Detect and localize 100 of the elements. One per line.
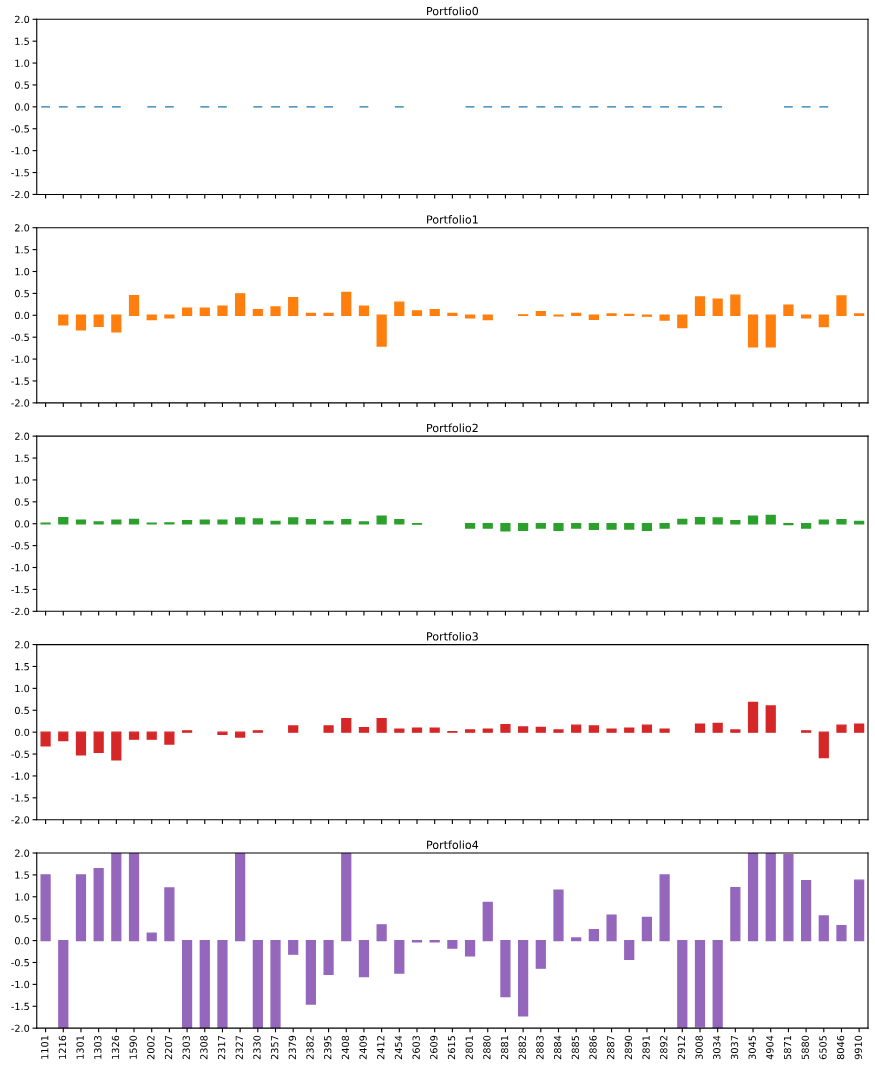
bar [500,523,511,532]
x-tick-label: 2615 [447,1035,456,1060]
bar [164,887,175,942]
bar [164,731,175,745]
bar [217,519,228,525]
y-tick-label: -1.5 [11,377,29,385]
bar [305,519,317,525]
bar [164,314,175,319]
bar [553,523,564,531]
y-tick-label: -1.0 [11,980,30,989]
y-tick-label: -1.5 [11,1002,29,1011]
y-tick-label: 1.0 [15,59,30,67]
x-tick-label: 2412 [377,1036,385,1060]
chart-title: Portfolio4 [427,840,479,849]
bar [836,295,847,316]
bar [624,523,635,530]
y-tick-label: 2.0 [15,432,30,440]
x-tick-label: 3008 [695,1035,703,1060]
bar [199,939,210,1029]
bar [252,308,263,316]
bar [58,314,69,326]
x-tick-label: 2454 [394,1035,403,1060]
x-tick-label: 2409 [359,1035,367,1060]
x-tick-label: 2603 [412,1035,420,1060]
y-tick-label: -0.5 [11,750,29,758]
bar [800,523,812,529]
bar [482,728,493,733]
bar [288,725,299,733]
y-tick-label: -2.0 [11,607,30,616]
y-tick-label: -1.5 [11,169,29,177]
bar [358,939,370,978]
bar [235,517,246,525]
bar [341,853,352,942]
bar [694,296,706,316]
bar [765,853,776,942]
y-tick-label: 0.5 [14,706,29,715]
bar [93,314,104,327]
bar [235,293,246,316]
bar [482,523,493,529]
y-tick-label: 0.0 [14,728,30,736]
x-tick-label: 2884 [553,1035,562,1060]
bar [765,314,776,348]
y-tick-label: 1.5 [15,663,29,671]
bar [694,516,706,525]
x-tick-label: 2330 [253,1035,261,1060]
y-tick-label: 0.0 [14,937,30,945]
y-tick-label: -1.0 [11,355,30,363]
y-tick-label: 0.0 [14,520,30,528]
bar [712,298,723,316]
bar [482,901,493,942]
bar [376,924,387,942]
bar [712,939,723,1029]
bar [854,723,865,733]
bar [641,724,653,733]
x-tick-label: 9910 [854,1035,862,1060]
bar [288,939,299,955]
bar [270,520,281,525]
bar [323,939,334,975]
bar [288,517,299,525]
x-tick-label: 2408 [341,1035,350,1060]
x-tick-label: 2886 [589,1035,597,1060]
bar [765,705,776,733]
x-tick-label: 2327 [235,1035,243,1060]
bar [40,874,51,942]
x-tick-label: 2890 [624,1035,633,1060]
x-tick-label: 3045 [748,1035,756,1060]
y-tick-label: -1.5 [11,586,29,594]
y-tick-label: 1.5 [15,454,29,462]
bar [270,939,281,1029]
y-tick-label: 2.0 [15,849,30,857]
bar [358,305,370,316]
bar [341,519,352,525]
chart-title: Portfolio0 [427,6,479,16]
bar [217,305,228,316]
x-tick-label: 2308 [200,1035,208,1060]
bar [376,515,387,525]
y-tick-label: -2.0 [11,190,30,199]
bar [535,311,546,316]
x-tick-label: 2883 [536,1035,544,1060]
bar [75,731,87,756]
x-tick-label: 1326 [111,1035,120,1059]
bar [341,717,352,733]
bar [500,939,511,998]
bar [111,314,122,333]
x-tick-label: 1301 [76,1036,84,1059]
bar [694,939,706,1028]
bar [58,516,69,525]
y-tick-label: 0.5 [14,289,29,298]
bar [747,515,759,525]
x-tick-label: 5871 [783,1036,792,1060]
bar [730,729,741,733]
bar [783,304,794,316]
bar [677,314,688,329]
bar [535,939,546,969]
bar [730,294,741,316]
bar [128,294,140,316]
bar [854,879,865,942]
y-tick-label: -0.5 [11,958,29,967]
bar [93,868,104,942]
bar [747,701,759,733]
